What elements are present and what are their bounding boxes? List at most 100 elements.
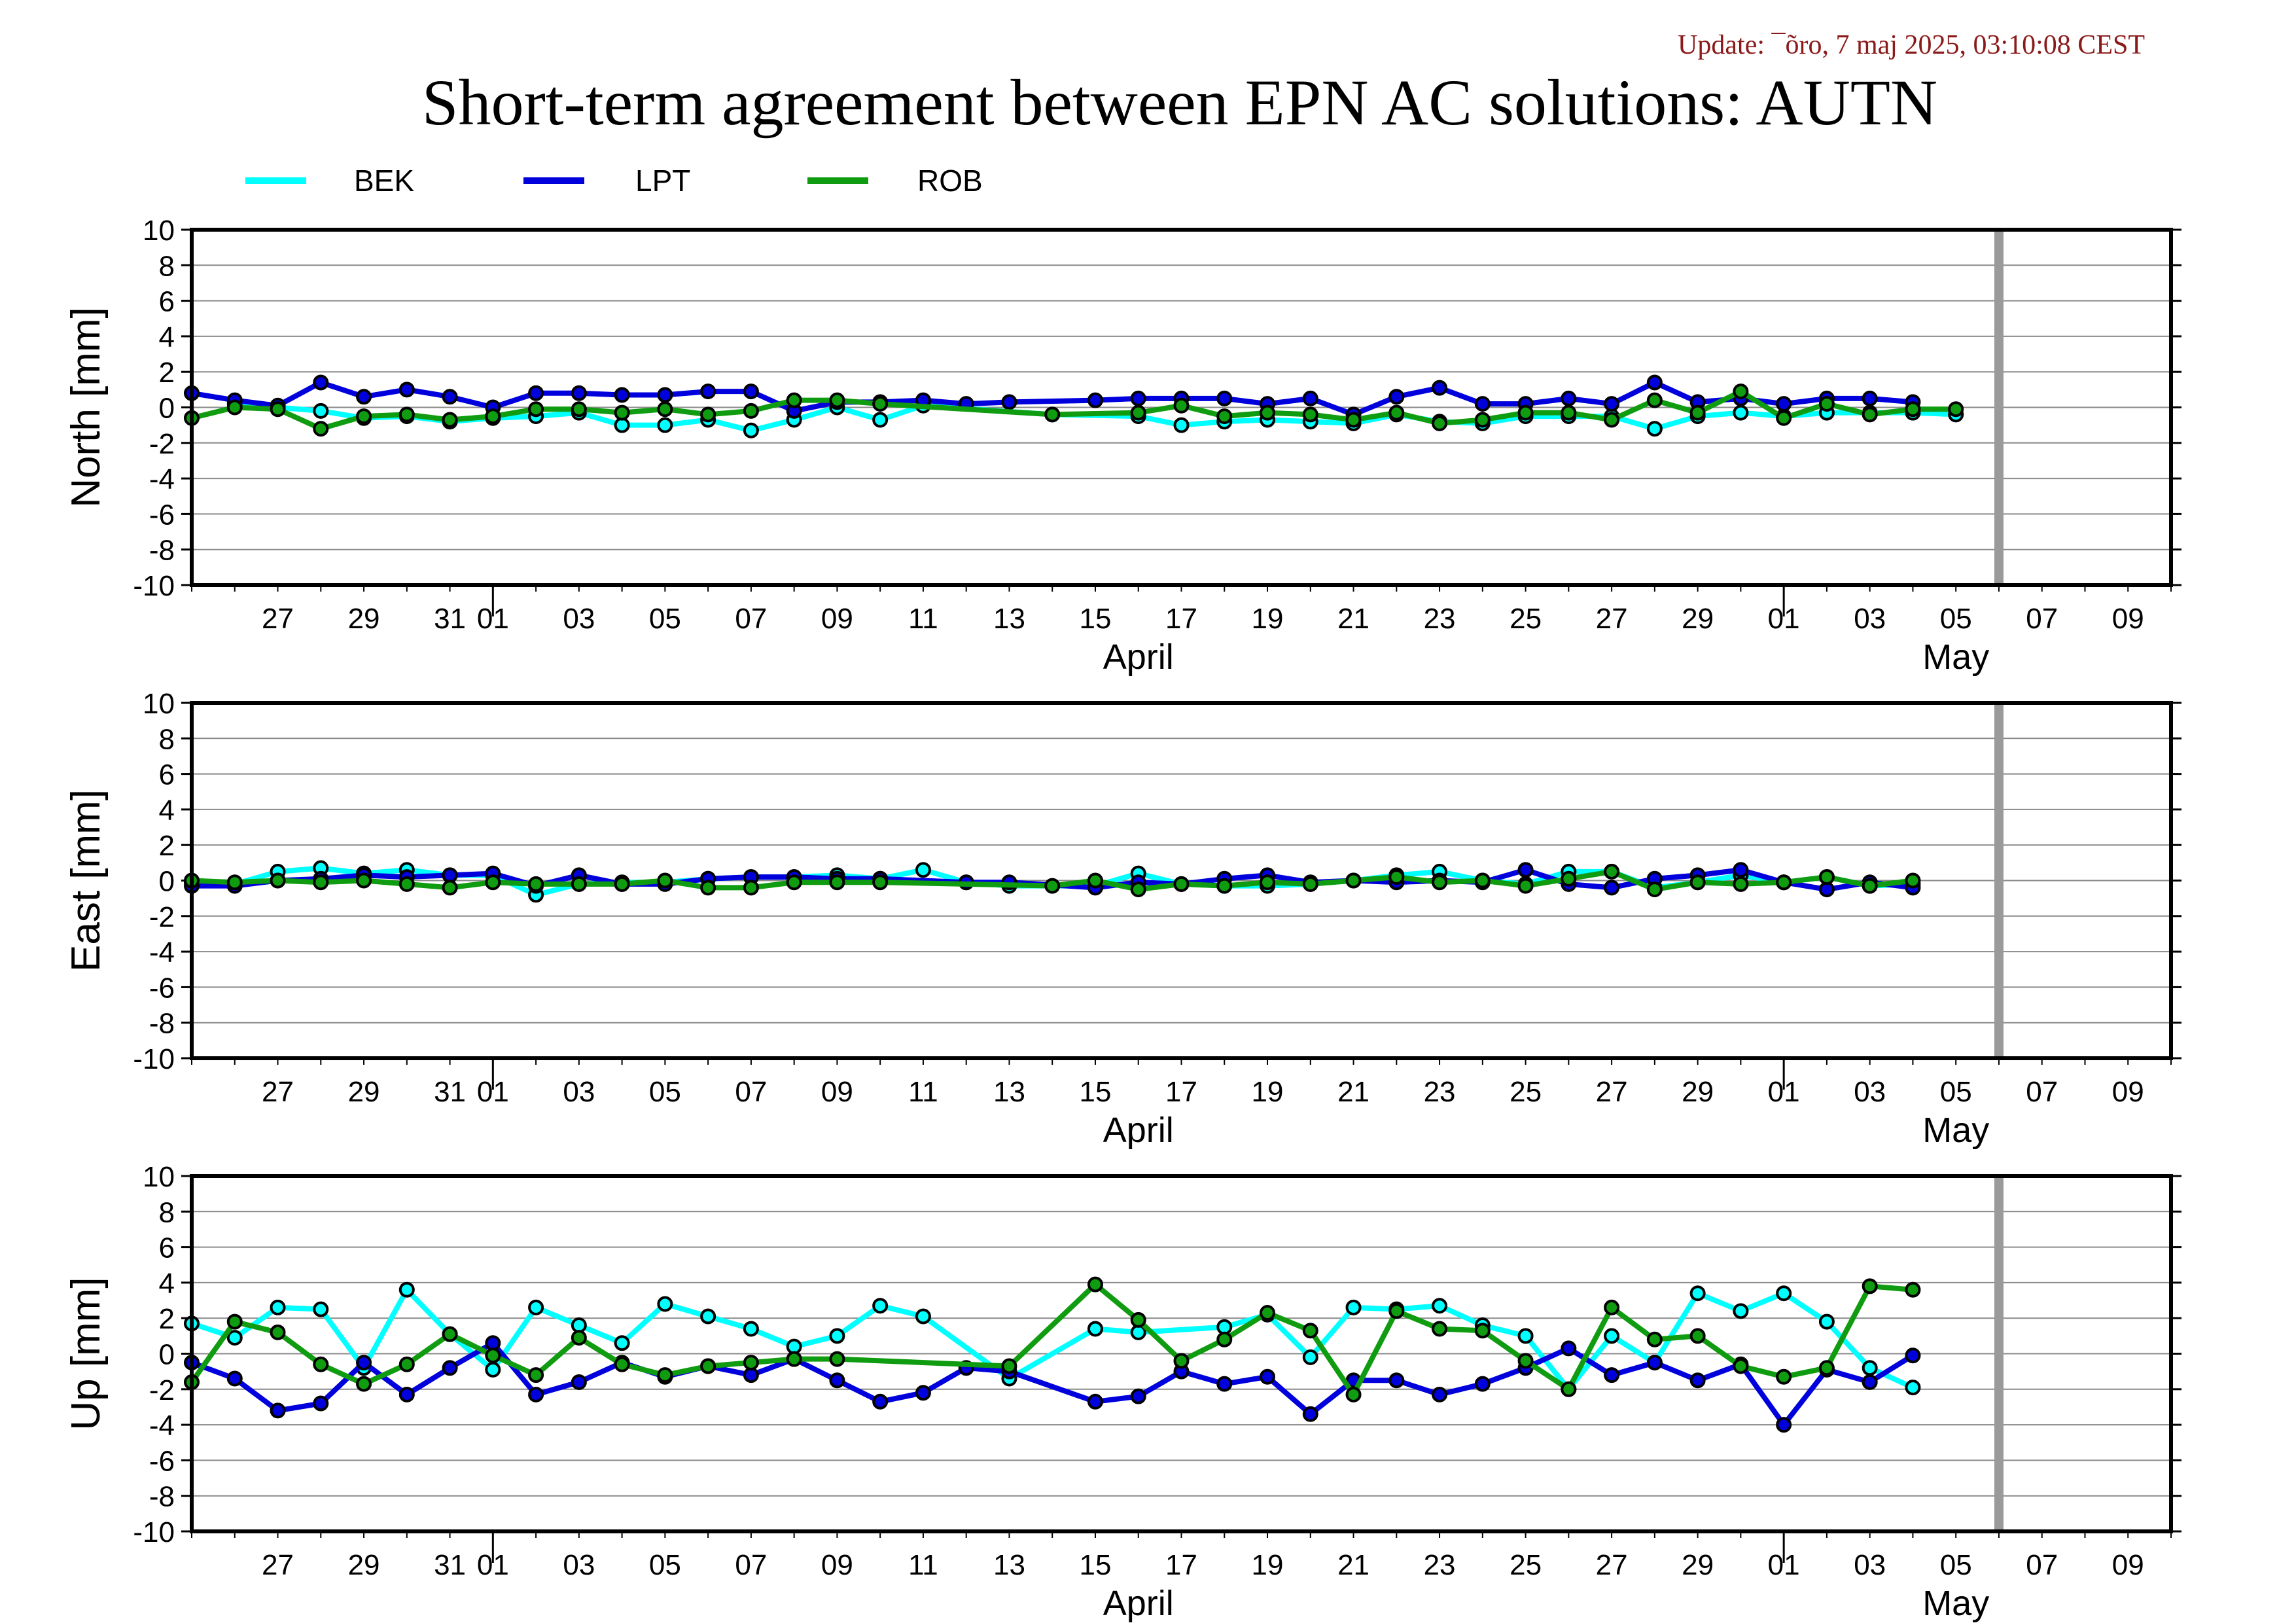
data-point-lpt — [528, 385, 544, 401]
data-point-lpt — [1087, 392, 1103, 408]
x-tick-label: 01 — [477, 1549, 509, 1581]
x-tick-label: 21 — [1337, 1549, 1369, 1581]
data-point-lpt — [1689, 1372, 1706, 1389]
x-tick-label: 31 — [434, 1076, 466, 1108]
legend-label-bek: BEK — [354, 164, 414, 198]
up-panel: 108 6 42 0-2 -4-6 -8-10 27 29 31 01 03 05 07 09 11 13 15… — [63, 1161, 2181, 1623]
plot-frame — [190, 701, 2173, 1060]
data-point-rob — [1776, 1368, 1792, 1385]
data-point-rob — [1818, 1360, 1835, 1376]
x-tick-label: 21 — [1337, 1076, 1369, 1108]
x-tick-label: 23 — [1424, 1549, 1456, 1581]
data-point-bek — [614, 417, 630, 433]
y-tick-label: -8 — [149, 1008, 175, 1040]
data-point-rob — [442, 1326, 458, 1342]
update-timestamp: Update: ¯õro, 7 maj 2025, 03:10:08 CEST — [1678, 30, 2145, 60]
data-point-rob — [313, 1356, 329, 1372]
data-point-lpt — [398, 382, 415, 398]
data-point-bek — [614, 1335, 630, 1351]
data-point-rob — [1260, 404, 1276, 421]
data-point-lpt — [1604, 396, 1620, 412]
y-tick-label: -6 — [149, 972, 175, 1004]
data-point-rob — [356, 408, 372, 425]
data-point-rob — [1388, 869, 1405, 885]
data-point-rob — [1130, 882, 1146, 898]
data-point-rob — [829, 1351, 845, 1367]
data-point-rob — [1474, 1323, 1491, 1339]
x-tick-label: 27 — [1596, 603, 1628, 635]
data-point-rob — [700, 406, 716, 423]
data-point-lpt — [1087, 1393, 1103, 1410]
x-tick-label: 11 — [908, 603, 938, 635]
data-point-lpt — [1130, 390, 1146, 406]
x-tick-label: 19 — [1252, 603, 1284, 635]
data-point-lpt — [915, 1385, 931, 1401]
data-point-rob — [614, 876, 630, 892]
current-day-marker — [1994, 1176, 2004, 1531]
data-point-bek — [1604, 1328, 1620, 1344]
data-point-rob — [398, 1356, 415, 1372]
data-point-lpt — [1302, 1406, 1318, 1422]
series-line-lpt — [190, 1340, 1915, 1428]
data-point-rob — [528, 401, 544, 418]
data-point-lpt — [226, 1370, 243, 1387]
x-tick-label: 29 — [348, 1549, 380, 1581]
legend-entry-rob: ROB — [807, 164, 983, 198]
x-month-label: April — [1103, 637, 1174, 677]
x-tick-label: 07 — [2026, 1076, 2058, 1108]
x-month-label: April — [1103, 1584, 1174, 1623]
data-point-rob — [1260, 1305, 1276, 1321]
x-tick-label: 01 — [477, 1076, 509, 1108]
series-line-lpt — [191, 380, 1913, 418]
data-point-bek — [1302, 1349, 1318, 1365]
data-point-rob — [1905, 1281, 1921, 1298]
x-tick-label: 03 — [563, 603, 595, 635]
data-point-bek — [657, 1296, 673, 1312]
data-point-rob — [1604, 863, 1620, 880]
data-point-lpt — [571, 385, 587, 401]
x-tick-label: 07 — [735, 603, 767, 635]
data-point-lpt — [1561, 1340, 1577, 1357]
data-point-rob — [1862, 406, 1878, 423]
y-tick-label: 8 — [159, 723, 175, 755]
data-point-bek — [829, 1328, 845, 1344]
data-point-lpt — [485, 1335, 501, 1351]
x-tick-label: 23 — [1424, 603, 1456, 635]
y-tick-label: 4 — [159, 1268, 175, 1300]
data-point-bek — [1517, 1328, 1534, 1344]
data-point-bek — [398, 1281, 415, 1298]
data-point-rob — [398, 876, 415, 892]
data-point-rob — [1689, 1328, 1706, 1344]
data-point-lpt — [614, 387, 630, 403]
data-point-lpt — [1474, 396, 1491, 412]
data-point-rob — [657, 401, 673, 418]
data-point-rob — [1432, 1321, 1448, 1337]
data-point-rob — [1044, 406, 1061, 423]
data-point-lpt — [1604, 880, 1620, 896]
data-point-bek — [1646, 421, 1663, 437]
data-point-rob — [485, 1347, 501, 1364]
data-point-rob — [1604, 1299, 1620, 1315]
data-point-rob — [1818, 869, 1835, 885]
data-point-rob — [1561, 1381, 1577, 1397]
y-tick-label: -4 — [149, 463, 175, 495]
y-tick-label: 2 — [159, 357, 175, 389]
x-tick-label: 31 — [434, 1549, 466, 1581]
x-tick-label: 05 — [649, 1076, 681, 1108]
x-tick-label: 13 — [993, 603, 1025, 635]
data-point-rob — [1733, 1358, 1749, 1374]
data-point-lpt — [528, 1386, 544, 1402]
x-tick-label: 05 — [649, 603, 681, 635]
data-point-lpt — [1776, 1417, 1792, 1433]
x-tick-label: 01 — [1768, 1076, 1800, 1108]
x-tick-label: 25 — [1510, 603, 1542, 635]
data-point-rob — [1044, 878, 1061, 894]
x-tick-label: 15 — [1080, 1549, 1112, 1581]
y-tick-label: -2 — [149, 428, 175, 460]
data-point-lpt — [1646, 1355, 1663, 1371]
plot-frame — [190, 1174, 2173, 1533]
data-point-rob — [1173, 397, 1190, 414]
data-point-rob — [1948, 401, 1964, 418]
data-point-rob — [270, 872, 286, 889]
data-point-rob — [1345, 872, 1362, 889]
